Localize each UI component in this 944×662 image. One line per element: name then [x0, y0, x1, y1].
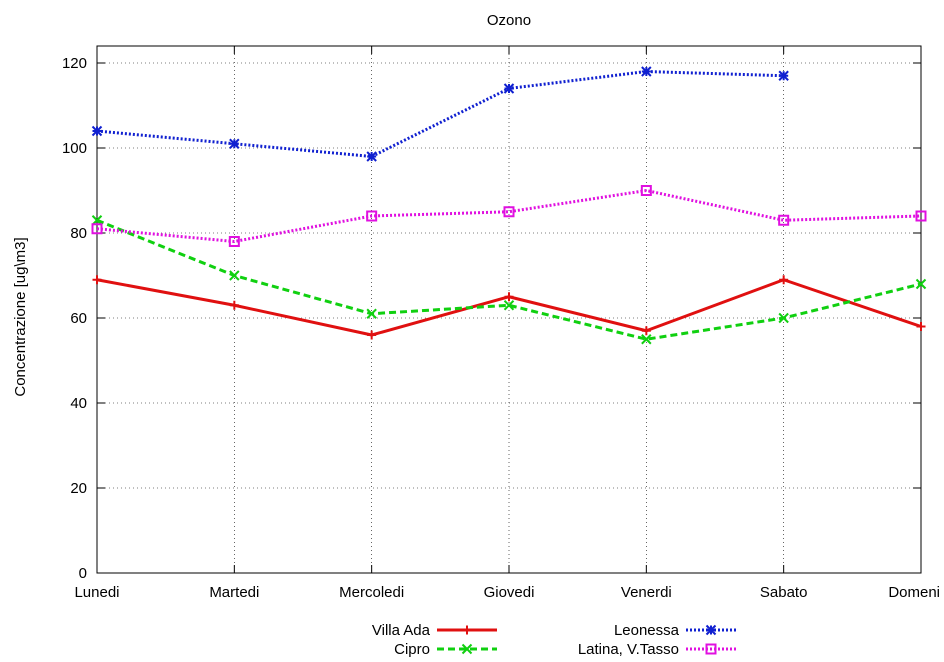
series-point [778, 214, 790, 226]
series-layer [91, 66, 927, 345]
series-point [229, 138, 240, 149]
x-tick-label: Sabato [760, 584, 808, 601]
y-tick-label: 0 [79, 565, 87, 582]
series-point [367, 330, 377, 340]
series-point [641, 326, 651, 336]
series-point [915, 278, 927, 290]
series-point [779, 275, 789, 285]
legend-label: Villa Ada [372, 622, 431, 639]
axis-ticks: 0 20 40 60 80 100 120 Lunedi Martedi Mercoledi Gio… [62, 46, 940, 601]
series-point [462, 625, 472, 635]
x-tick-label: Giovedi [484, 584, 535, 601]
y-tick-label: 60 [70, 310, 87, 327]
legend-label: Latina, V.Tasso [578, 641, 679, 658]
series-point [778, 70, 789, 81]
y-tick-label: 40 [70, 395, 87, 412]
series-point [503, 300, 515, 311]
legend-item: Leonessa [614, 622, 736, 639]
legend: Villa Ada Cipro Leonessa Latina, V.Tasso [372, 622, 736, 658]
series-point [229, 270, 240, 281]
legend-label: Leonessa [614, 622, 680, 639]
series-latina-v-tasso [91, 185, 927, 247]
series-villa-ada [92, 275, 926, 340]
series-point [641, 334, 652, 345]
series-point [91, 125, 103, 137]
series-point [705, 643, 717, 655]
legend-item: Villa Ada [372, 622, 497, 639]
series-point [705, 624, 717, 636]
y-tick-label: 100 [62, 140, 87, 157]
series-point [92, 275, 102, 285]
series-point [915, 210, 927, 222]
series-point [229, 300, 239, 310]
series-line [96, 189, 922, 243]
series-point [366, 151, 377, 162]
x-tick-label: Venerdi [621, 584, 672, 601]
legend-label: Cipro [394, 641, 430, 658]
legend-item: Cipro [394, 641, 497, 658]
series-point [461, 643, 473, 655]
series-leonessa [91, 66, 789, 162]
series-point [91, 223, 103, 235]
series-point [366, 308, 377, 319]
series-point [228, 236, 240, 247]
y-axis-label: Concentrazione [ug\m3] [12, 237, 29, 396]
series-point [640, 185, 652, 196]
grid-lines [97, 46, 921, 573]
x-tick-label: Mercoledi [339, 584, 404, 601]
y-tick-label: 20 [70, 480, 87, 497]
series-point [503, 83, 515, 94]
series-point [916, 322, 926, 331]
x-tick-label: Lunedi [74, 584, 119, 601]
series-point [778, 312, 789, 324]
plot-frame [96, 45, 922, 574]
x-tick-label: Domeni [888, 584, 940, 601]
y-tick-label: 80 [70, 225, 87, 242]
series-point [503, 206, 515, 218]
series-point [641, 66, 652, 77]
chart-title: Ozono [487, 12, 531, 29]
series-point [366, 210, 378, 222]
series-line [96, 70, 784, 158]
series-point [504, 292, 514, 302]
x-tick-label: Martedi [209, 584, 259, 601]
legend-item: Latina, V.Tasso [578, 641, 736, 658]
y-tick-label: 120 [62, 55, 87, 72]
